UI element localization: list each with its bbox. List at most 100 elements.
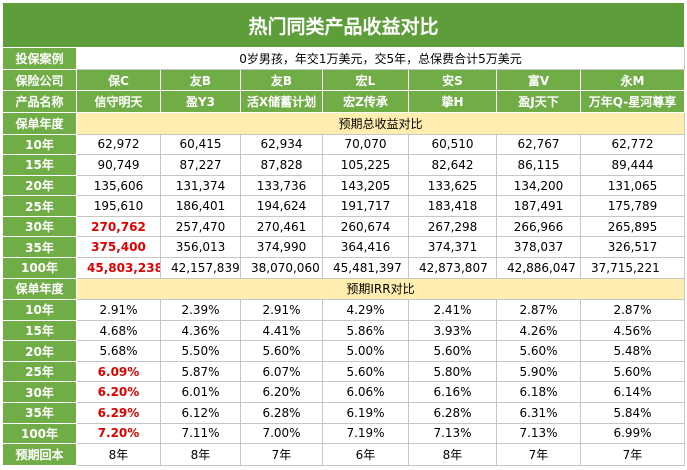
table-row: 15年 4.68% 4.36% 4.41% 5.86% 3.93% 4.26% 4.56% (2, 319, 685, 342)
value-cell: 86,115 (496, 154, 581, 176)
value-cell: 5.84% (580, 401, 685, 424)
value-cell: 265,895 (580, 215, 685, 238)
value-cell: 2.91% (76, 299, 161, 321)
value-cell: 143,205 (322, 174, 409, 197)
product-name: 信守明天 (76, 90, 161, 114)
value-cell: 270,461 (240, 215, 323, 238)
company-name: 友B (160, 68, 241, 92)
year-label: 35年 (2, 236, 77, 259)
payback-cell: 7年 (240, 443, 323, 466)
table-row: 保单年度 预期IRR对比 (2, 277, 685, 301)
value-cell: 6.06% (322, 381, 409, 403)
value-cell: 131,374 (160, 174, 241, 197)
table-row: 15年 90,749 87,227 87,828 105,225 82,642 86,115… (2, 154, 685, 176)
value-cell: 5.86% (322, 319, 409, 342)
value-cell: 4.68% (76, 319, 161, 342)
year-label: 100年 (2, 257, 77, 279)
table-row: 保险公司 保C 友B 友B 宏L 安S 富V 永M (2, 68, 685, 92)
table-row: 20年 135,606 131,374 133,736 143,205 133,625 13… (2, 174, 685, 197)
table-row: 100年 7.20% 7.11% 7.00% 7.19% 7.13% 7.13% 6.99% (2, 422, 685, 445)
company-name: 宏L (322, 68, 409, 92)
year-label: 100年 (2, 422, 77, 445)
table-title: 热门同类产品收益对比 (2, 1, 685, 49)
year-label: 15年 (2, 154, 77, 176)
value-cell: 89,444 (580, 154, 685, 176)
value-cell: 5.80% (408, 360, 497, 383)
value-cell: 105,225 (322, 154, 409, 176)
product-name: 盈J天下 (496, 90, 581, 114)
value-cell: 5.48% (580, 340, 685, 362)
product-name: 万年Q-星河尊享 (580, 90, 685, 114)
product-name: 宏Z传承 (322, 90, 409, 114)
table-row: 投保案例 0岁男孩，年交1万美元，交5年，总保费合计5万美元 (2, 47, 685, 70)
value-cell: 326,517 (580, 236, 685, 259)
value-cell: 131,065 (580, 174, 685, 197)
value-cell: 6.31% (496, 401, 581, 424)
value-cell: 4.56% (580, 319, 685, 342)
value-cell: 6.29% (76, 401, 161, 424)
table-row: 10年 62,972 60,415 62,934 70,070 60,510 62,767 6… (2, 133, 685, 156)
company-name: 永M (580, 68, 685, 92)
year-label: 10年 (2, 299, 77, 321)
value-cell: 38,070,060 (240, 257, 323, 279)
value-cell: 5.60% (322, 360, 409, 383)
table-row: 20年 5.68% 5.50% 5.60% 5.00% 5.60% 5.60% 5.48% (2, 340, 685, 362)
value-cell: 6.19% (322, 401, 409, 424)
value-cell: 2.91% (240, 299, 323, 321)
year-label: 30年 (2, 381, 77, 403)
company-name: 富V (496, 68, 581, 92)
value-cell: 2.39% (160, 299, 241, 321)
value-cell: 364,416 (322, 236, 409, 259)
product-name: 盈Y3 (160, 90, 241, 114)
value-cell: 4.29% (322, 299, 409, 321)
section-header: 预期总收益对比 (76, 112, 685, 135)
table-row: 35年 6.29% 6.12% 6.28% 6.19% 6.28% 6.31% 5.84% (2, 401, 685, 424)
year-label: 30年 (2, 215, 77, 238)
value-cell: 6.28% (240, 401, 323, 424)
year-label: 25年 (2, 195, 77, 217)
value-cell: 42,157,839 (160, 257, 241, 279)
row-label: 产品名称 (2, 90, 77, 114)
value-cell: 62,934 (240, 133, 323, 156)
value-cell: 5.60% (240, 340, 323, 362)
value-cell: 266,966 (496, 215, 581, 238)
year-label: 10年 (2, 133, 77, 156)
value-cell: 6.20% (76, 381, 161, 403)
table-row: 10年 2.91% 2.39% 2.91% 4.29% 2.41% 2.87% 2.87% (2, 299, 685, 321)
company-name: 保C (76, 68, 161, 92)
value-cell: 7.00% (240, 422, 323, 445)
value-cell: 195,610 (76, 195, 161, 217)
year-label: 35年 (2, 401, 77, 424)
value-cell: 37,715,221 (580, 257, 685, 279)
value-cell: 6.18% (496, 381, 581, 403)
value-cell: 90,749 (76, 154, 161, 176)
value-cell: 6.28% (408, 401, 497, 424)
payback-cell: 7年 (496, 443, 581, 466)
value-cell: 378,037 (496, 236, 581, 259)
value-cell: 6.12% (160, 401, 241, 424)
company-name: 友B (240, 68, 323, 92)
payback-cell: 7年 (580, 443, 685, 466)
value-cell: 42,886,047 (496, 257, 581, 279)
value-cell: 257,470 (160, 215, 241, 238)
value-cell: 60,415 (160, 133, 241, 156)
value-cell: 5.68% (76, 340, 161, 362)
row-label: 保单年度 (2, 277, 77, 301)
year-label: 20年 (2, 174, 77, 197)
value-cell: 6.09% (76, 360, 161, 383)
value-cell: 194,624 (240, 195, 323, 217)
company-name: 安S (408, 68, 497, 92)
value-cell: 5.60% (496, 340, 581, 362)
table-row: 保单年度 预期总收益对比 (2, 112, 685, 135)
value-cell: 62,767 (496, 133, 581, 156)
value-cell: 135,606 (76, 174, 161, 197)
value-cell: 5.00% (322, 340, 409, 362)
value-cell: 82,642 (408, 154, 497, 176)
value-cell: 7.11% (160, 422, 241, 445)
value-cell: 356,013 (160, 236, 241, 259)
value-cell: 133,736 (240, 174, 323, 197)
value-cell: 375,400 (76, 236, 161, 259)
product-name: 挚H (408, 90, 497, 114)
